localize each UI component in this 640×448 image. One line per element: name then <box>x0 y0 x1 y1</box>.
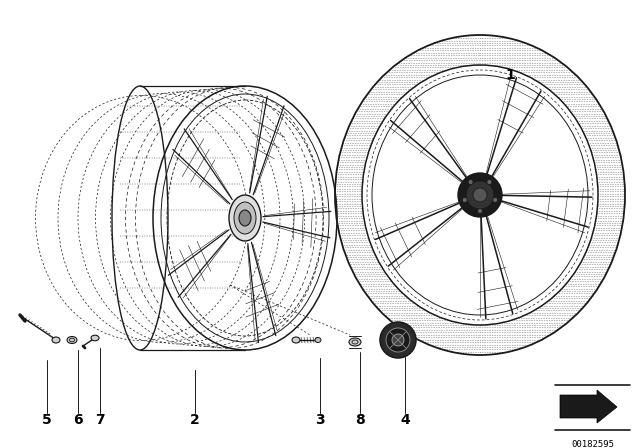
Ellipse shape <box>67 336 77 344</box>
Text: 3: 3 <box>315 413 325 427</box>
Ellipse shape <box>349 338 361 346</box>
Text: 5: 5 <box>42 413 52 427</box>
Ellipse shape <box>292 337 300 343</box>
Text: 2: 2 <box>190 413 200 427</box>
Ellipse shape <box>473 188 487 202</box>
Ellipse shape <box>477 208 483 214</box>
Ellipse shape <box>466 181 494 209</box>
Ellipse shape <box>458 173 502 217</box>
Ellipse shape <box>380 322 416 358</box>
Polygon shape <box>560 390 617 423</box>
Ellipse shape <box>229 195 261 241</box>
Ellipse shape <box>386 328 410 352</box>
Ellipse shape <box>468 180 473 185</box>
Ellipse shape <box>315 337 321 343</box>
Ellipse shape <box>462 198 467 202</box>
Text: 7: 7 <box>95 413 105 427</box>
Ellipse shape <box>493 198 498 202</box>
Text: 6: 6 <box>73 413 83 427</box>
Ellipse shape <box>234 202 256 234</box>
Text: 1: 1 <box>505 68 515 82</box>
Ellipse shape <box>239 210 251 226</box>
Ellipse shape <box>52 337 60 343</box>
Text: 00182595: 00182595 <box>571 440 614 448</box>
Text: 8: 8 <box>355 413 365 427</box>
Ellipse shape <box>91 335 99 341</box>
Text: 4: 4 <box>400 413 410 427</box>
Ellipse shape <box>392 334 404 346</box>
Ellipse shape <box>487 180 492 185</box>
